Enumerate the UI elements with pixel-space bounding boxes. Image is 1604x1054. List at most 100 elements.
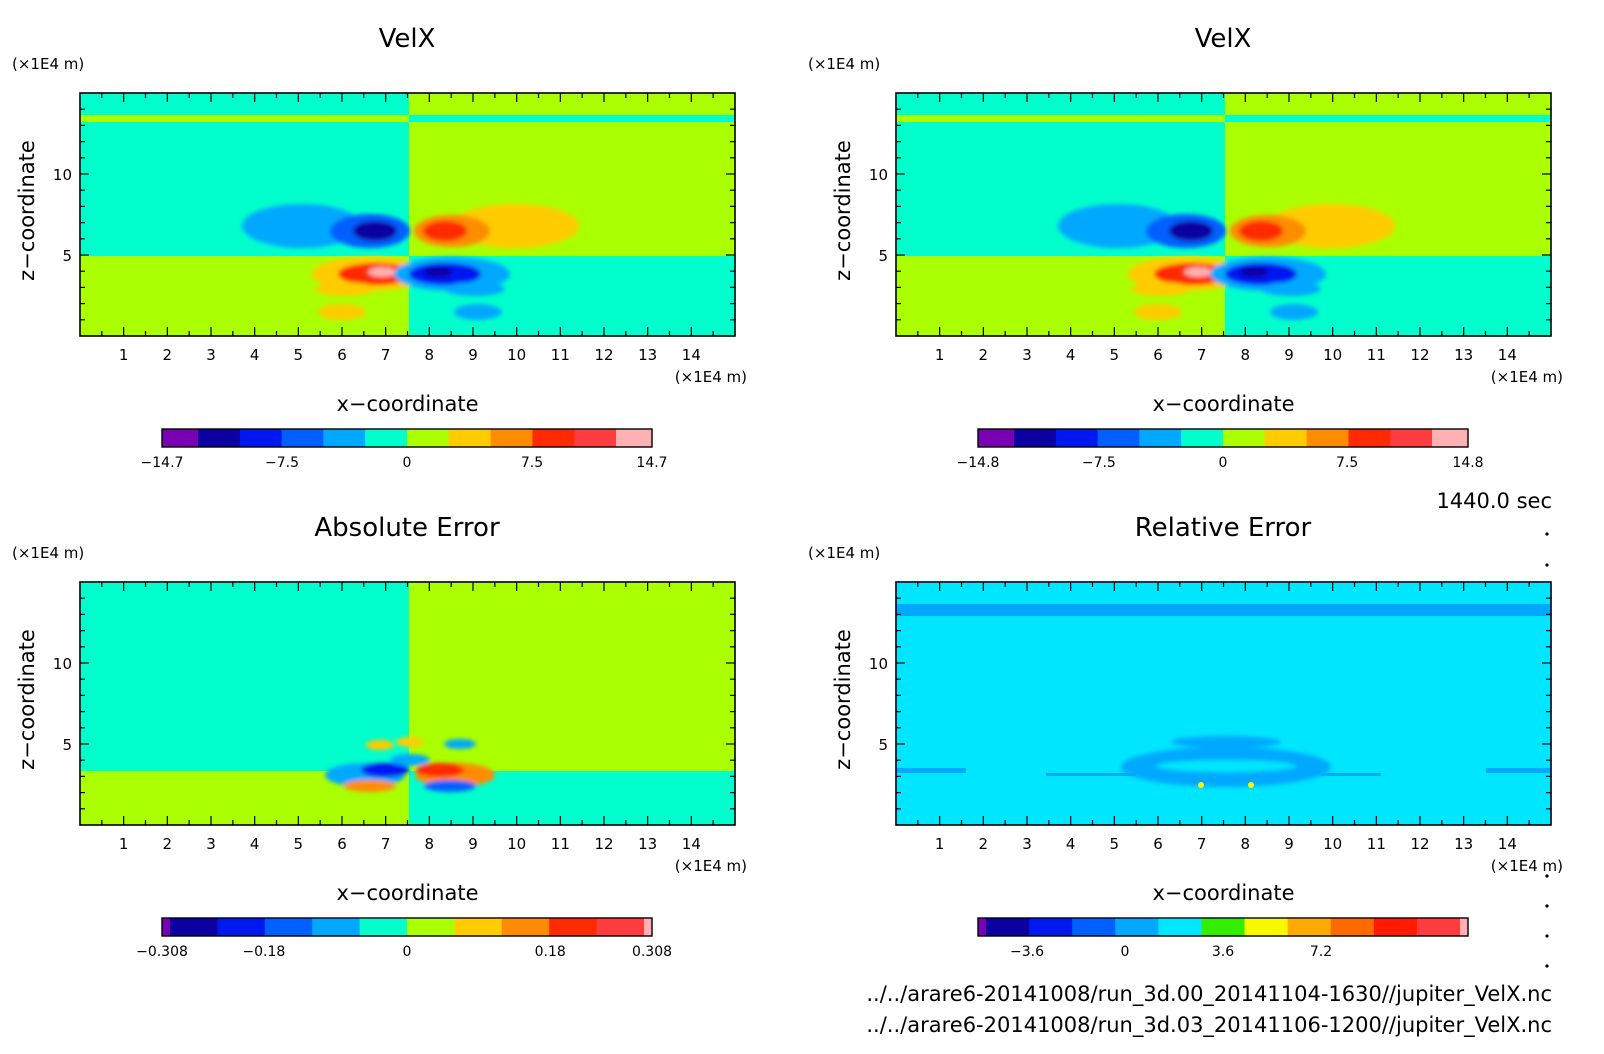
colorbar-swatch xyxy=(978,429,1015,447)
x-tick-label: 6 xyxy=(337,835,347,853)
colorbar-swatch xyxy=(448,429,492,447)
top-band-left xyxy=(80,115,409,122)
colorbar-tick-label: −14.8 xyxy=(957,455,1000,471)
colorbar-tick-label: 7.5 xyxy=(521,455,543,471)
x-tick-label: 2 xyxy=(979,346,989,364)
colorbar-tick-label: 0.18 xyxy=(535,944,566,960)
colorbar: −14.8 −7.5 0 7.5 14.8 xyxy=(957,428,1484,471)
panel-relative-error: Relative Error (×1E4 m) xyxy=(808,513,1551,825)
colorbar-swatch xyxy=(574,429,617,447)
colorbar-tick-label: 0 xyxy=(403,944,412,960)
x-axis-label: x−coordinate xyxy=(1152,881,1294,905)
x-tick-label: 5 xyxy=(1110,835,1120,853)
colorbar-frame xyxy=(161,917,653,937)
vortex-ur-core xyxy=(423,221,467,241)
colorbar-swatch xyxy=(616,429,653,447)
colorbar-swatch xyxy=(162,429,199,447)
x-tick-label: 12 xyxy=(1410,346,1429,364)
plot-area xyxy=(896,582,1551,825)
x-tick-label: 10 xyxy=(507,835,526,853)
colorbar-frame xyxy=(977,917,1469,937)
colorbar-swatch xyxy=(1264,429,1308,447)
x-tick-label: 2 xyxy=(979,835,989,853)
x-tick-label: 2 xyxy=(163,835,173,853)
x-tick-label: 14 xyxy=(1498,346,1517,364)
x-tick-label: 12 xyxy=(594,835,613,853)
x-tick-label: 12 xyxy=(1410,835,1429,853)
x-tick-label: 4 xyxy=(250,346,260,364)
colorbar-tick-label: −0.18 xyxy=(242,944,285,960)
x-tick-label: 7 xyxy=(381,346,391,364)
x-tick-label: 10 xyxy=(1323,346,1342,364)
colorbar-tick-label: −0.308 xyxy=(136,944,188,960)
colorbar-swatch xyxy=(1330,918,1375,936)
colorbar-tick-label: 14.8 xyxy=(1452,455,1483,471)
top-band-right xyxy=(409,115,735,122)
plot-area xyxy=(80,582,735,825)
x-tick-label: 5 xyxy=(294,346,304,364)
colorbar: −14.7 −7.5 0 7.5 14.7 xyxy=(141,428,668,471)
x-tick-label: 8 xyxy=(425,346,435,364)
colorbar-tick-label: 0 xyxy=(403,455,412,471)
x-tick-label: 1 xyxy=(935,346,945,364)
panel-velx-1: VelX (×1E4 m) xyxy=(12,24,735,336)
x-tick-label: 3 xyxy=(1022,835,1032,853)
x-tick-label: 13 xyxy=(1454,346,1473,364)
x-tick-label: 3 xyxy=(206,835,216,853)
top-error-band xyxy=(896,604,1551,616)
colorbar-swatch xyxy=(986,918,1030,936)
colorbar-swatch xyxy=(217,918,266,936)
colorbar-tick-label: −14.7 xyxy=(141,455,184,471)
colorbar-swatch xyxy=(407,429,450,447)
x-tick-label: 9 xyxy=(1284,835,1294,853)
colorbar-swatch xyxy=(281,429,324,447)
small-negative-blob xyxy=(454,304,502,320)
colorbar-swatch xyxy=(365,429,408,447)
x-tick-label: 6 xyxy=(1153,346,1163,364)
vortex-ul-outer xyxy=(242,204,362,248)
panel-title: Absolute Error xyxy=(314,513,500,543)
x-tick-label: 6 xyxy=(1153,835,1163,853)
colorbar-swatch xyxy=(1115,918,1159,936)
x-unit-label: (×1E4 m) xyxy=(675,368,747,386)
colorbar-swatch xyxy=(644,918,653,936)
colorbar-swatch xyxy=(1287,918,1332,936)
panel-title: VelX xyxy=(1195,24,1252,54)
x-tick-label: 4 xyxy=(250,835,260,853)
x-tick-label: 14 xyxy=(682,835,701,853)
y-tick-label: 5 xyxy=(878,247,888,265)
x-tick-label: 4 xyxy=(1066,835,1076,853)
colorbar-frame xyxy=(161,428,653,448)
colorbar-tick-label: 7.5 xyxy=(1336,455,1358,471)
colorbar-swatch xyxy=(264,918,313,936)
x-tick-label: 10 xyxy=(507,346,526,364)
colorbar-swatch xyxy=(323,429,366,447)
panel-velx-2: VelX (×1E4 m) xyxy=(808,24,1551,336)
x-axis-label: x−coordinate xyxy=(336,392,478,416)
error-pos-core xyxy=(416,763,464,777)
vortex-ll-core xyxy=(368,267,396,277)
x-unit-label: (×1E4 m) xyxy=(1491,857,1563,875)
x-tick-label: 9 xyxy=(468,835,478,853)
colorbar-swatch xyxy=(1014,429,1057,447)
x-tick-label: 3 xyxy=(1022,346,1032,364)
y-tick-label: 10 xyxy=(53,166,72,184)
colorbar-swatch xyxy=(1373,918,1418,936)
y-tick-label: 5 xyxy=(878,736,888,754)
x-tick-label: 2 xyxy=(163,346,173,364)
colorbar-tick-label: 0 xyxy=(1121,944,1130,960)
colorbar-swatch xyxy=(596,918,645,936)
error-neg-core xyxy=(361,763,409,777)
colorbar-swatch xyxy=(407,918,455,936)
panel-title: Relative Error xyxy=(1135,513,1312,543)
colorbar: −0.308 −0.18 0 0.18 0.308 xyxy=(136,917,672,960)
colorbar-swatch xyxy=(490,429,533,447)
x-tick-label: 1 xyxy=(119,346,129,364)
colorbar-swatch xyxy=(1097,429,1140,447)
colorbar-swatch xyxy=(1158,918,1202,936)
y-unit-label: (×1E4 m) xyxy=(808,544,880,562)
colorbar-swatch xyxy=(1348,429,1391,447)
colorbar-swatch xyxy=(359,918,408,936)
x-tick-label: 5 xyxy=(1110,346,1120,364)
